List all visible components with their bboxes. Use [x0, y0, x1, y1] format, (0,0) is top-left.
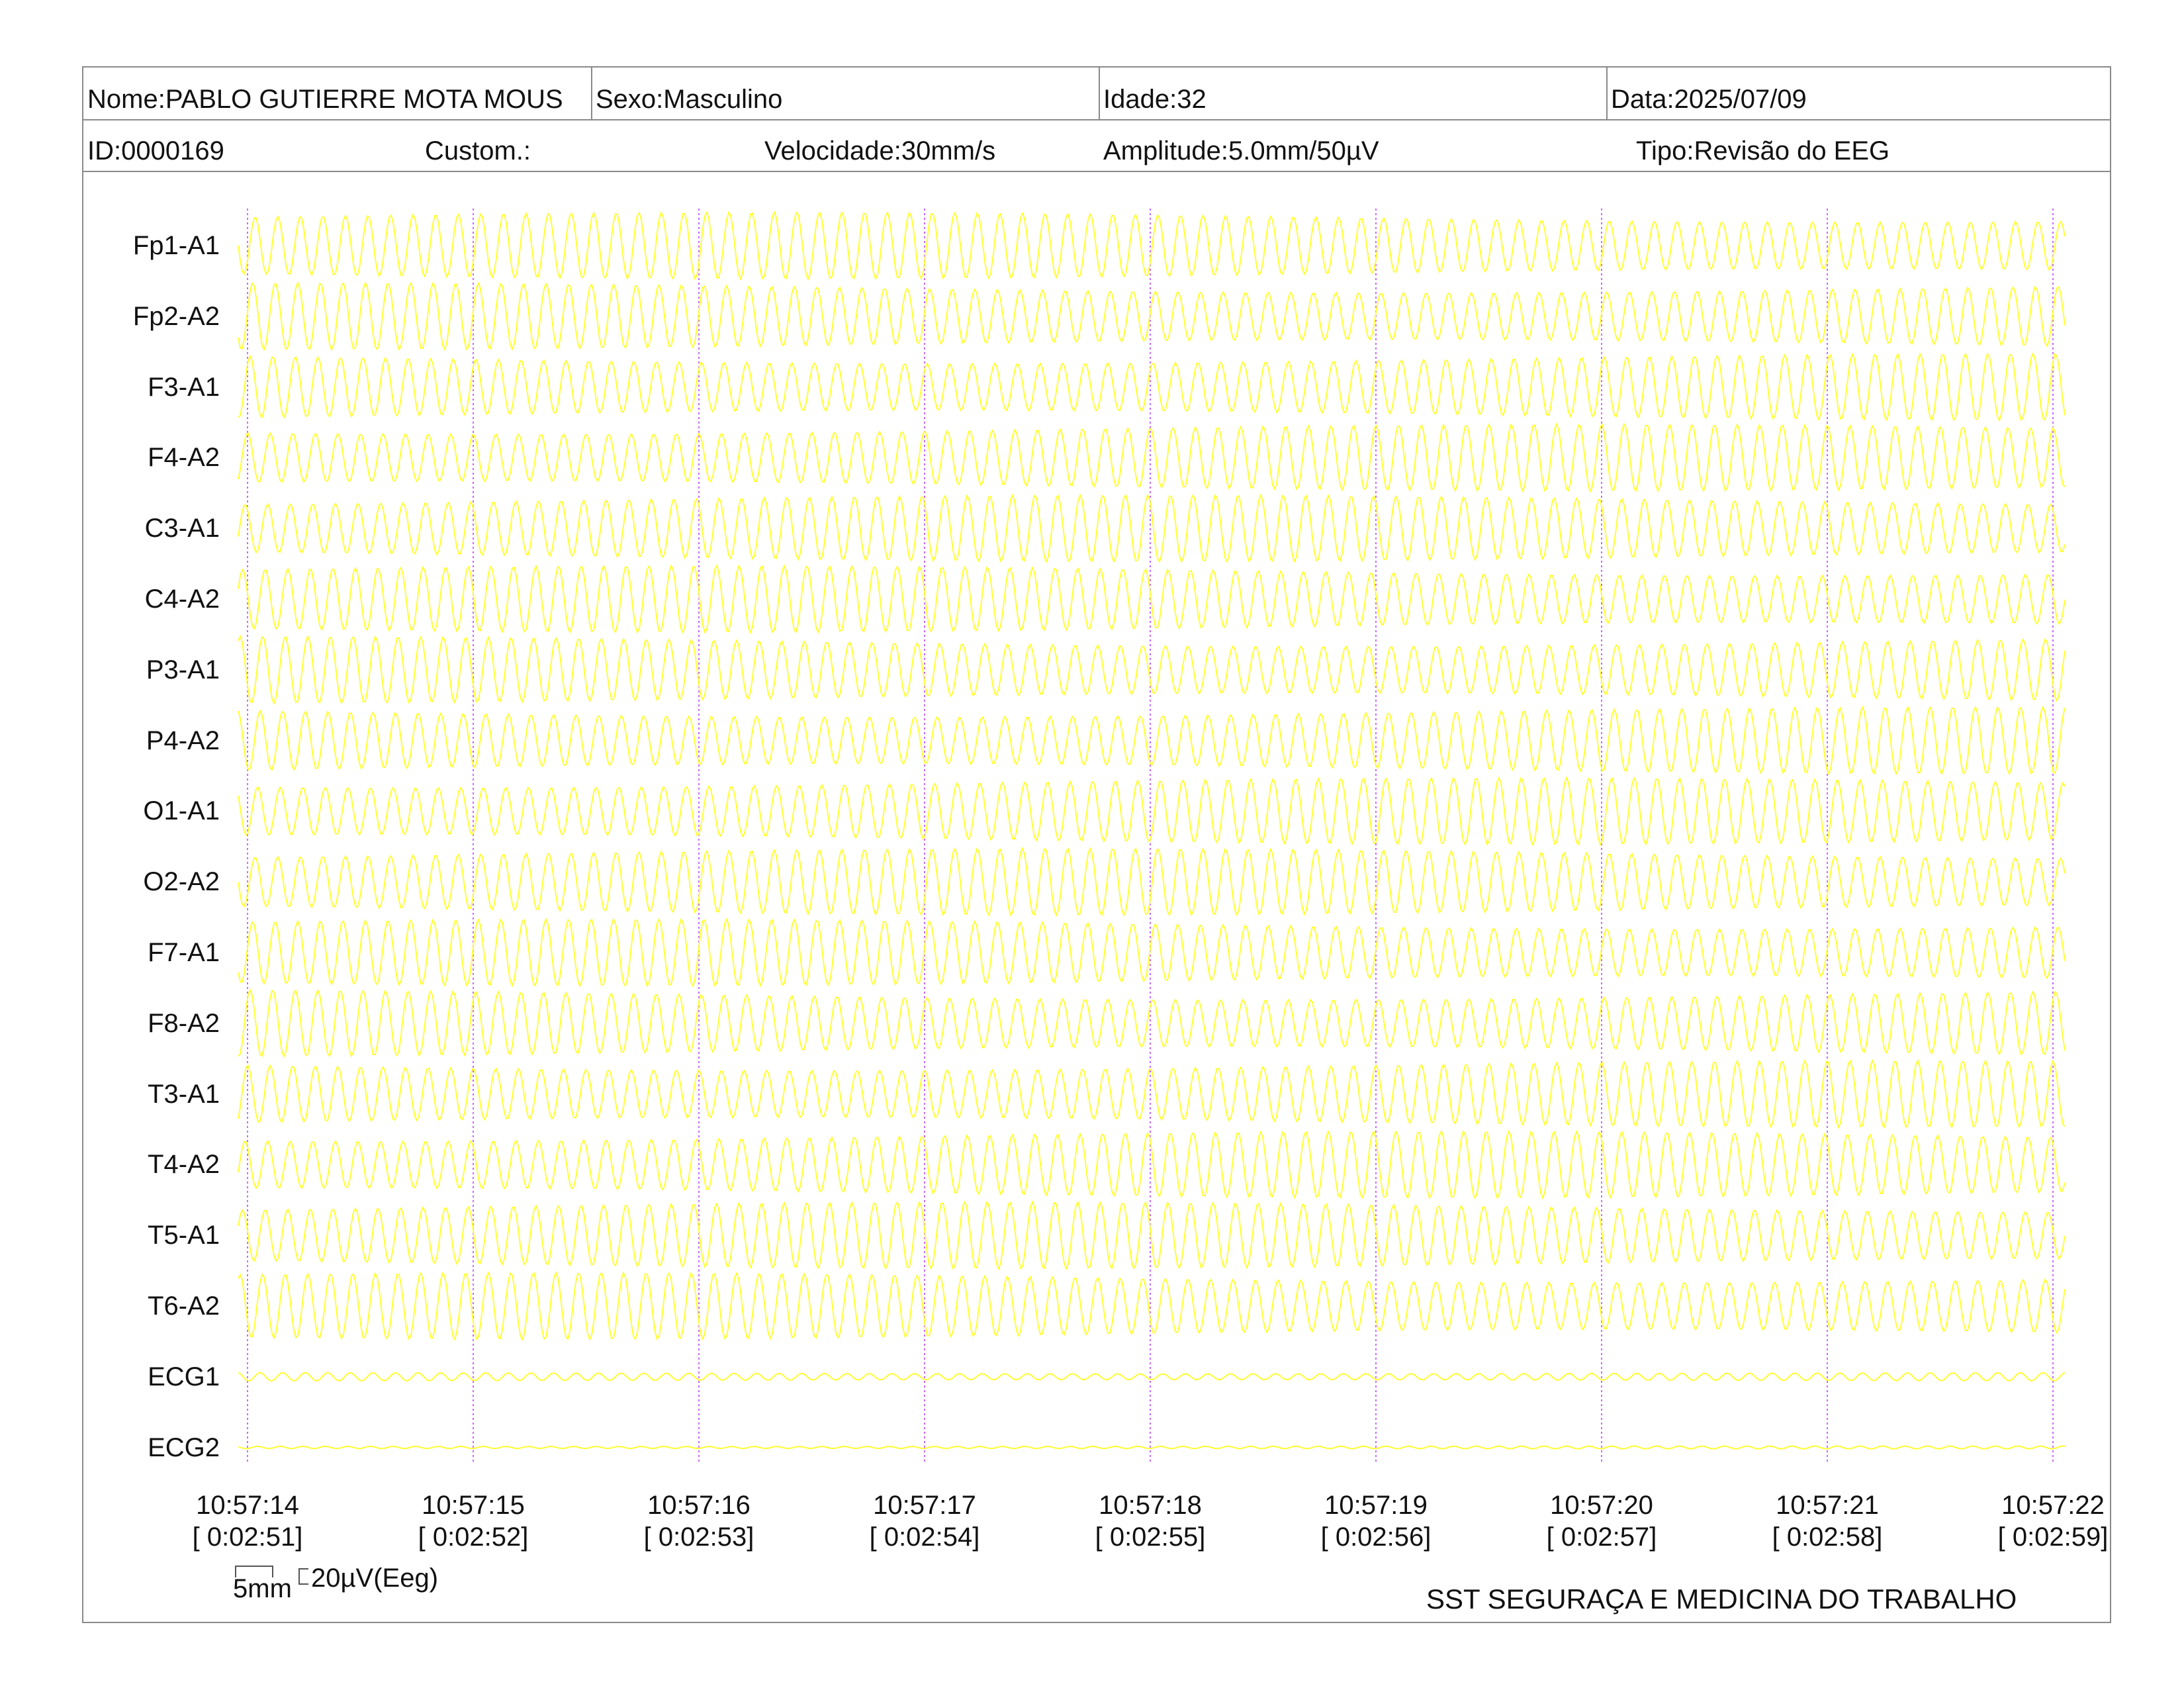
trace-ecg1: [238, 1372, 2066, 1382]
channel-label: C4-A2: [144, 585, 220, 614]
trace-p3-a1: [238, 634, 2066, 705]
trace-ecg2: [238, 1445, 2066, 1450]
elapsed-time: [ 0:02:58]: [1772, 1523, 1883, 1552]
time-tick-label: 10:57:15 [ 0:02:52]: [394, 1489, 553, 1553]
trace-f3-a1: [238, 352, 2066, 422]
company-name: SST SEGURAÇA E MEDICINA DO TRABALHO: [1426, 1583, 2017, 1615]
report-frame: [82, 66, 2111, 1623]
header-divider: [591, 66, 592, 120]
time-scale-label: 5mm: [233, 1574, 292, 1603]
time-tick-label: 10:57:20 [ 0:02:57]: [1522, 1489, 1681, 1553]
time-scale-bar: [235, 1566, 273, 1577]
elapsed-time: [ 0:02:55]: [1095, 1523, 1206, 1552]
channel-label: O1-A1: [143, 796, 220, 826]
trace-fp2-a2: [238, 281, 2066, 352]
time-tick-label: 10:57:21 [ 0:02:58]: [1748, 1489, 1907, 1553]
trace-o1-a1: [238, 776, 2066, 847]
header-row-1: [82, 66, 2111, 120]
channel-label: Fp2-A2: [132, 301, 220, 331]
patient-name: Nome:PABLO GUTIERRE MOTA MOUS: [87, 85, 563, 114]
channel-label: C3-A1: [144, 514, 220, 543]
exam-date: Data:2025/07/09: [1611, 85, 1807, 114]
channel-label: P4-A2: [146, 726, 220, 755]
elapsed-time: [ 0:02:59]: [1997, 1523, 2109, 1552]
amplitude-scale-bar: [298, 1568, 308, 1585]
trace-t3-a1: [238, 1058, 2066, 1129]
clock-time: 10:57:17: [873, 1491, 976, 1520]
elapsed-time: [ 0:02:51]: [192, 1523, 303, 1552]
patient-id: ID:0000169: [87, 136, 224, 165]
elapsed-time: [ 0:02:52]: [418, 1523, 529, 1552]
clock-time: 10:57:19: [1324, 1491, 1428, 1520]
header-divider: [1606, 66, 1608, 120]
channel-label: ECG2: [148, 1432, 220, 1462]
trace-o2-a2: [238, 847, 2066, 917]
elapsed-time: [ 0:02:57]: [1546, 1523, 1657, 1552]
patient-age: Idade:32: [1103, 85, 1206, 114]
trace-c3-a1: [238, 493, 2066, 564]
elapsed-time: [ 0:02:56]: [1320, 1523, 1432, 1552]
channel-label: T6-A2: [148, 1291, 220, 1321]
channel-label: T5-A1: [148, 1221, 220, 1250]
channel-label: P3-A1: [146, 655, 220, 684]
time-tick-label: 10:57:17 [ 0:02:54]: [845, 1489, 1004, 1553]
channel-label: F3-A1: [148, 372, 220, 402]
channel-label: O2-A2: [143, 867, 220, 897]
channel-label: F8-A2: [148, 1008, 220, 1038]
header-divider: [1099, 66, 1100, 120]
time-tick-label: 10:57:16 [ 0:02:53]: [619, 1489, 778, 1553]
custom-field: Custom.:: [425, 136, 531, 165]
time-tick-label: 10:57:19 [ 0:02:56]: [1297, 1489, 1455, 1553]
clock-time: 10:57:15: [422, 1491, 525, 1520]
clock-time: 10:57:14: [196, 1491, 299, 1520]
channel-label: F7-A1: [148, 938, 220, 967]
trace-f8-a2: [238, 988, 2066, 1058]
trace-t4-a2: [238, 1129, 2066, 1200]
trace-t5-a1: [238, 1200, 2066, 1271]
trace-f4-a2: [238, 422, 2066, 493]
header-row-2: [82, 119, 2111, 172]
clock-time: 10:57:20: [1550, 1491, 1653, 1520]
channel-label: T4-A2: [148, 1150, 220, 1180]
patient-sex: Sexo:Masculino: [596, 85, 783, 114]
time-tick-label: 10:57:18 [ 0:02:55]: [1071, 1489, 1230, 1553]
time-tick-label: 10:57:22 [ 0:02:59]: [1974, 1489, 2132, 1553]
clock-time: 10:57:21: [1776, 1491, 1879, 1520]
trace-c4-a2: [238, 564, 2066, 634]
channel-label: Fp1-A1: [132, 231, 220, 260]
trace-p4-a2: [238, 705, 2066, 776]
channel-label: F4-A2: [148, 443, 220, 473]
elapsed-time: [ 0:02:53]: [643, 1523, 754, 1552]
channel-label: ECG1: [148, 1362, 220, 1391]
elapsed-time: [ 0:02:54]: [869, 1523, 980, 1552]
review-type: Tipo:Revisão do EEG: [1636, 136, 1890, 165]
clock-time: 10:57:18: [1099, 1491, 1202, 1520]
channel-label: T3-A1: [148, 1079, 220, 1109]
amplitude-field: Amplitude:5.0mm/50µV: [1103, 136, 1379, 165]
trace-f7-a1: [238, 917, 2066, 988]
time-tick-label: 10:57:14 [ 0:02:51]: [168, 1489, 327, 1553]
trace-t6-a2: [238, 1270, 2066, 1342]
amplitude-scale-label: 20µV(Eeg): [311, 1564, 439, 1593]
clock-time: 10:57:22: [2001, 1491, 2105, 1520]
trace-fp1-a1: [238, 210, 2066, 281]
speed-field: Velocidade:30mm/s: [764, 136, 996, 165]
clock-time: 10:57:16: [647, 1491, 751, 1520]
